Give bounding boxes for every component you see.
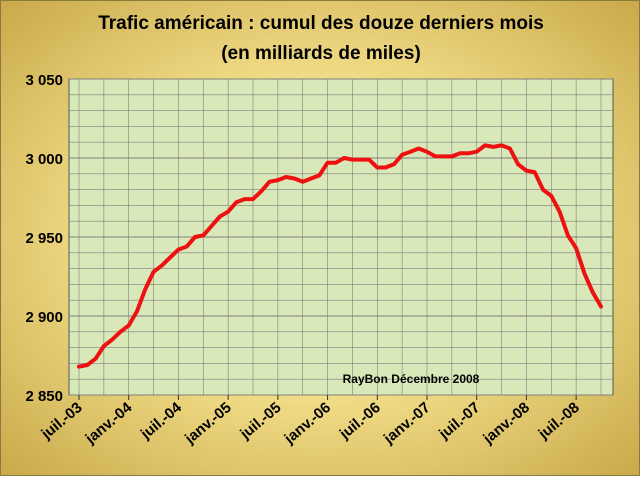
y-tick-label: 2 950: [25, 230, 63, 247]
data-point: [102, 344, 106, 348]
data-point: [359, 157, 363, 162]
data-point: [201, 233, 205, 238]
data-point: [582, 271, 587, 275]
data-point: [549, 194, 553, 198]
data-point: [259, 189, 263, 193]
data-point: [408, 150, 413, 154]
data-point: [234, 200, 239, 204]
data-point: [85, 363, 89, 367]
data-point: [541, 188, 545, 192]
data-point: [168, 255, 172, 260]
data-point: [193, 235, 197, 239]
x-tick-label: juil.-07: [435, 399, 483, 443]
y-tick-label: 3 000: [25, 151, 63, 168]
data-point: [566, 233, 570, 238]
data-point: [209, 224, 214, 228]
x-tick-label: janv.-05: [181, 399, 235, 448]
data-point: [533, 170, 537, 174]
data-point: [267, 180, 272, 184]
data-point: [516, 162, 520, 166]
data-point: [458, 151, 462, 155]
data-point: [143, 287, 147, 291]
x-tick-label: juil.-04: [137, 399, 186, 444]
data-point: [350, 157, 355, 162]
y-tick-label: 2 900: [25, 309, 63, 326]
data-point: [110, 338, 114, 342]
x-tick-label: juil.-08: [535, 399, 583, 443]
data-point: [499, 143, 504, 147]
data-point: [317, 173, 321, 177]
data-point: [309, 176, 313, 181]
data-point: [466, 151, 471, 155]
y-axis: 2 850 2 900 2 950 3 000 3 050: [25, 72, 63, 405]
data-point: [93, 357, 98, 361]
data-point: [367, 157, 371, 162]
data-point: [151, 270, 156, 274]
data-point: [185, 244, 189, 249]
y-tick-label: 2 850: [25, 388, 63, 405]
data-point: [127, 323, 131, 328]
data-point: [450, 154, 454, 159]
data-point: [483, 143, 487, 147]
data-point: [425, 150, 429, 154]
data-point: [591, 290, 595, 294]
data-point: [574, 246, 578, 250]
data-point: [325, 161, 330, 165]
data-point: [392, 162, 396, 166]
chart-annotation: RayBon Décembre 2008: [343, 372, 480, 386]
data-point: [508, 146, 512, 151]
series-points: [77, 143, 603, 369]
data-point: [433, 154, 437, 159]
data-point: [334, 161, 338, 165]
data-point: [599, 304, 603, 309]
data-point: [218, 214, 222, 219]
data-point: [301, 180, 305, 184]
data-point: [400, 153, 404, 157]
data-point: [77, 364, 81, 369]
data-point: [292, 176, 297, 181]
data-point: [491, 145, 495, 149]
data-point: [557, 210, 562, 214]
data-point: [383, 165, 388, 170]
data-point: [251, 197, 255, 201]
data-point: [226, 210, 230, 214]
x-tick-label: juil.-05: [236, 399, 284, 443]
x-tick-label: juil.-03: [37, 399, 85, 443]
data-point: [118, 330, 123, 334]
y-tick-label: 3 050: [25, 72, 63, 89]
data-point: [276, 178, 280, 182]
data-point: [284, 175, 288, 179]
x-tick-label: janv.-07: [380, 399, 434, 448]
data-point: [524, 169, 529, 173]
data-point: [135, 309, 139, 313]
x-tick-label: janv.-04: [82, 399, 136, 448]
chart-title-line2: (en milliards de miles): [221, 43, 421, 64]
data-point: [342, 156, 346, 160]
series-line: [77, 143, 603, 369]
x-tick-label: janv.-06: [281, 399, 335, 448]
chart-title-line1: Trafic américain : cumul des douze derni…: [98, 13, 544, 34]
grid: [69, 78, 613, 396]
data-point: [441, 154, 446, 159]
data-point: [475, 150, 479, 154]
x-tick-label: juil.-06: [336, 399, 384, 443]
x-tick-label: janv.-08: [479, 399, 533, 448]
data-point: [243, 197, 247, 201]
data-point: [176, 248, 181, 252]
data-point: [375, 165, 379, 170]
data-point: [160, 263, 164, 268]
data-point: [417, 146, 421, 151]
